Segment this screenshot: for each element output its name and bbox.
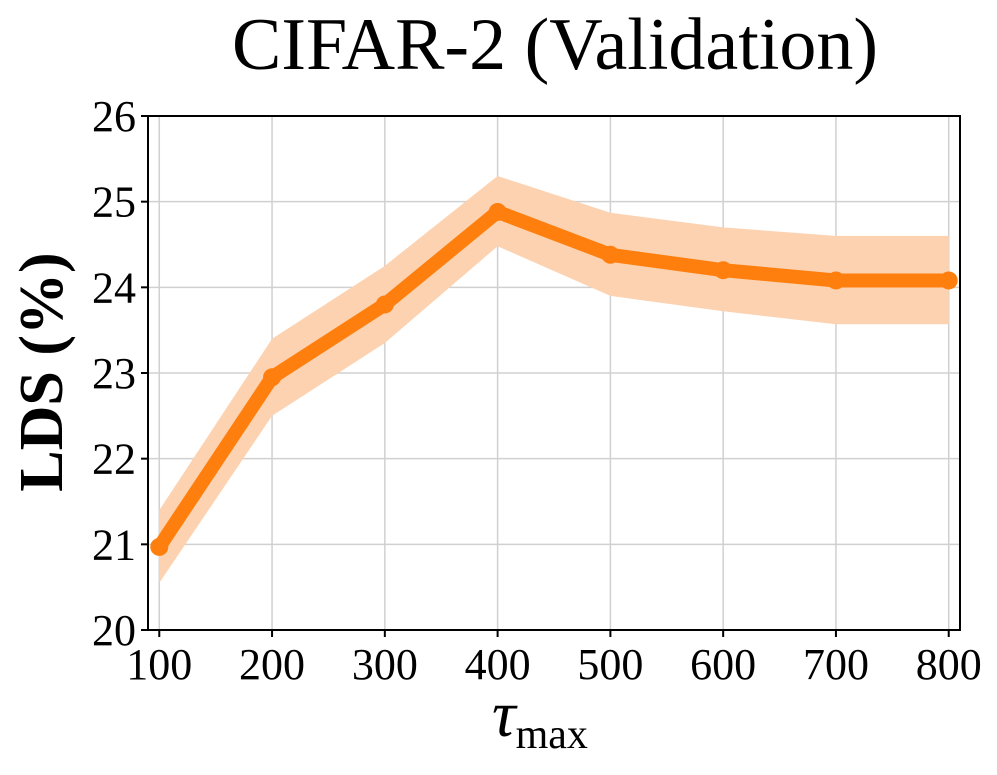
- data-point: [150, 537, 169, 556]
- x-tick-label: 300: [352, 640, 418, 689]
- x-tick-label: 700: [803, 640, 869, 689]
- data-point: [601, 245, 620, 264]
- y-tick-labels: 20 21 22 23 24 25 26: [92, 92, 148, 655]
- y-tick-label: 21: [92, 520, 136, 569]
- y-tick-label: 23: [92, 349, 136, 398]
- data-point: [375, 295, 394, 314]
- x-tick-label: 500: [577, 640, 643, 689]
- x-tick-labels: 100 200 300 400 500 600 700 800: [126, 630, 982, 689]
- chart-title: CIFAR-2 (Validation): [232, 4, 878, 86]
- data-point: [939, 271, 958, 290]
- x-tick-label: 400: [465, 640, 531, 689]
- series-line: [152, 204, 956, 554]
- x-axis-label-symbol: τ: [492, 678, 518, 751]
- y-axis-label: LDS (%): [8, 252, 76, 491]
- y-tick-label: 25: [92, 178, 136, 227]
- x-tick-label: 200: [239, 640, 305, 689]
- y-tick-label: 22: [92, 435, 136, 484]
- y-tick-label: 20: [92, 606, 136, 655]
- data-point: [263, 368, 282, 387]
- data-point: [714, 261, 733, 280]
- y-tick-label: 26: [92, 92, 136, 141]
- data-point: [488, 202, 507, 221]
- data-point: [826, 271, 845, 290]
- data-points: [150, 202, 958, 556]
- y-tick-label: 24: [92, 263, 136, 312]
- x-tick-label: 600: [690, 640, 756, 689]
- x-axis-label-subscript: max: [516, 712, 588, 758]
- x-tick-label: 100: [126, 640, 192, 689]
- x-axis-label: τmax: [492, 678, 588, 758]
- x-tick-label: 800: [916, 640, 982, 689]
